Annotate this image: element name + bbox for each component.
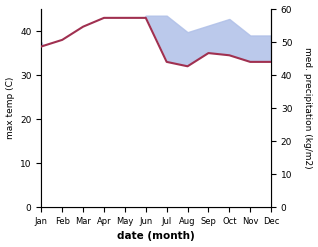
Y-axis label: max temp (C): max temp (C) [5,77,15,139]
Y-axis label: med. precipitation (kg/m2): med. precipitation (kg/m2) [303,47,313,169]
X-axis label: date (month): date (month) [117,231,195,242]
